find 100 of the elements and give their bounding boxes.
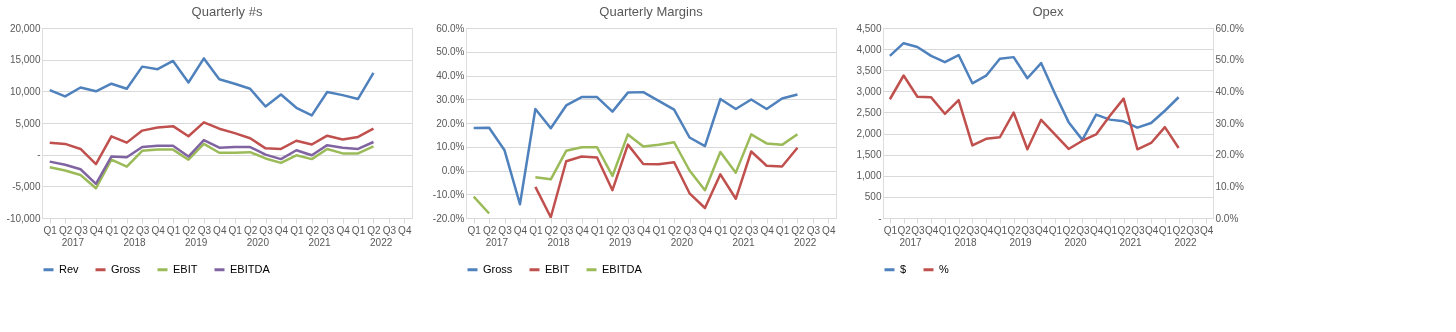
x-tick-label: Q4 xyxy=(1199,224,1214,236)
text: 2020 xyxy=(1064,237,1088,248)
x-tick-label: Q1 xyxy=(105,224,119,236)
y-tick-label: -10,000 xyxy=(6,212,41,224)
y2-tick-label: 40.0% xyxy=(1215,85,1244,97)
x-tick-label: Q2 xyxy=(1062,224,1077,236)
x-tick-label: Q1 xyxy=(714,224,728,236)
y-tick-label: 60.0% xyxy=(436,22,465,34)
y2-tick-label: 30.0% xyxy=(1215,117,1244,129)
x-tick-label: Q2 xyxy=(482,224,497,236)
y-tick-label: - xyxy=(37,149,41,161)
y-tick-label: -20.0% xyxy=(432,212,465,224)
x-tick-label: Q1 xyxy=(590,224,605,236)
x-tick-label: Q4 xyxy=(513,224,528,236)
y-tick-label: 30.0% xyxy=(436,93,465,105)
y-tick-label: 1,500 xyxy=(856,149,882,161)
x-tick-label: Q3 xyxy=(621,224,636,236)
x-tick-label: Q2 xyxy=(1172,224,1187,236)
legend-label: EBITDA xyxy=(230,262,271,275)
legend-label: EBITDA xyxy=(602,262,643,275)
y2-tick-label: 0.0% xyxy=(1215,212,1239,224)
text: 2022 xyxy=(794,237,817,248)
chart-title: Quarterly Margins xyxy=(599,4,704,19)
x-tick-label: Q1 xyxy=(652,224,667,236)
y-tick-label: 3,500 xyxy=(856,64,882,76)
text: 2021 xyxy=(732,237,756,248)
x-tick-label: Q1 xyxy=(883,224,898,236)
x-tick-label: Q3 xyxy=(560,224,574,236)
x-tick-label: Q3 xyxy=(136,224,150,236)
x-tick-label: Q2 xyxy=(791,224,806,236)
text: 2022 xyxy=(1174,237,1198,248)
y-tick-label: 1,000 xyxy=(856,170,882,182)
x-tick-label: Q2 xyxy=(367,224,382,236)
x-tick-label: Q1 xyxy=(938,224,953,236)
y-tick-label: 50.0% xyxy=(436,46,465,58)
y-tick-label: 3,000 xyxy=(856,85,882,97)
x-tick-label: Q3 xyxy=(1076,224,1090,236)
text: 2019 xyxy=(185,237,208,248)
x-tick-label: Q4 xyxy=(1034,224,1049,236)
x-tick-label: Q4 xyxy=(698,224,713,236)
x-tick-label: Q2 xyxy=(243,224,258,236)
y-tick-label: 10.0% xyxy=(436,141,465,153)
x-tick-label: Q3 xyxy=(1186,224,1200,236)
legend-label: $ xyxy=(900,262,907,275)
legend-label: % xyxy=(939,262,949,275)
legend-label: EBIT xyxy=(173,262,198,275)
text: 2022 xyxy=(370,237,393,248)
x-tick-label: Q3 xyxy=(745,224,759,236)
x-tick-label: Q1 xyxy=(1158,224,1173,236)
line-series xyxy=(48,57,375,117)
chart-title: Quarterly #s xyxy=(191,4,263,19)
y-tick-label: 5,000 xyxy=(15,117,41,129)
x-tick-label: Q4 xyxy=(924,224,939,236)
x-tick-label: Q1 xyxy=(290,224,304,236)
y-tick-label: 10,000 xyxy=(9,85,41,97)
x-tick-label: Q4 xyxy=(336,224,351,236)
text: 2017 xyxy=(899,237,923,248)
x-tick-label: Q4 xyxy=(1089,224,1104,236)
y-tick-label: 4,000 xyxy=(856,43,882,55)
text: 2018 xyxy=(954,237,978,248)
x-tick-label: Q4 xyxy=(1144,224,1159,236)
x-tick-label: Q3 xyxy=(966,224,980,236)
x-tick-label: Q3 xyxy=(683,224,698,236)
legend-label: Gross xyxy=(111,262,141,275)
x-tick-label: Q4 xyxy=(979,224,994,236)
y-tick-label: -10.0% xyxy=(432,188,465,200)
x-tick-label: Q2 xyxy=(182,224,197,236)
x-tick-label: Q3 xyxy=(498,224,513,236)
y-tick-label: 2,000 xyxy=(856,128,882,140)
x-tick-label: Q3 xyxy=(911,224,925,236)
y-tick-label: 4,500 xyxy=(856,22,882,34)
x-tick-label: Q3 xyxy=(1131,224,1145,236)
y-tick-label: 20.0% xyxy=(436,117,465,129)
y-tick-label: - xyxy=(878,212,882,224)
y2-tick-label: 20.0% xyxy=(1215,149,1244,161)
x-tick-label: Q2 xyxy=(544,224,559,236)
x-tick-label: Q3 xyxy=(321,224,335,236)
x-tick-label: Q4 xyxy=(760,224,775,236)
x-tick-label: Q2 xyxy=(952,224,967,236)
y-tick-label: 15,000 xyxy=(9,54,41,66)
x-tick-label: Q1 xyxy=(166,224,181,236)
y-tick-label: 20,000 xyxy=(9,22,41,34)
y-tick-label: 2,500 xyxy=(856,106,882,118)
x-tick-label: Q4 xyxy=(274,224,289,236)
x-tick-label: Q4 xyxy=(575,224,590,236)
x-tick-label: Q2 xyxy=(729,224,744,236)
x-tick-label: Q4 xyxy=(151,224,166,236)
x-tick-label: Q3 xyxy=(806,224,821,236)
y-tick-label: 0.0% xyxy=(441,165,465,176)
text: 2021 xyxy=(1119,237,1143,248)
y2-tick-label: 60.0% xyxy=(1215,22,1244,34)
text: 2021 xyxy=(308,237,332,248)
x-tick-label: Q1 xyxy=(775,224,790,236)
x-tick-label: Q2 xyxy=(58,224,73,236)
x-tick-label: Q3 xyxy=(259,224,274,236)
text: 2018 xyxy=(123,237,147,248)
line-series xyxy=(888,41,1180,142)
legend-label: Rev xyxy=(59,262,80,275)
line-series xyxy=(534,143,799,218)
x-tick-label: Q3 xyxy=(74,224,89,236)
